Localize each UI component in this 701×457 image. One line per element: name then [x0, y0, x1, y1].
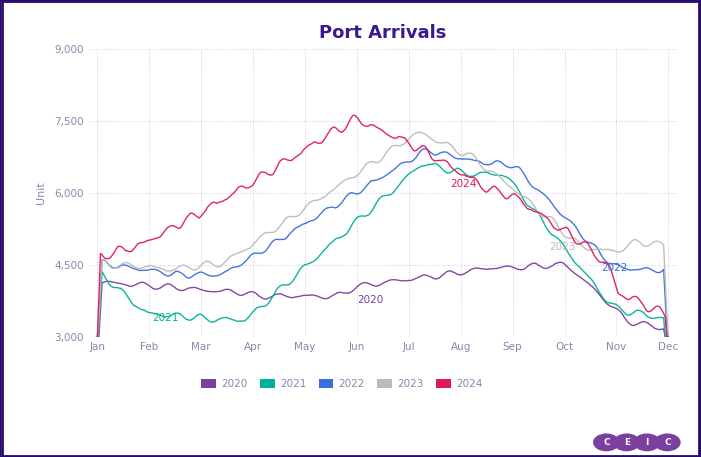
Legend: 2020, 2021, 2022, 2023, 2024: 2020, 2021, 2022, 2023, 2024 — [197, 375, 486, 393]
Text: C: C — [664, 438, 671, 447]
Text: 2022: 2022 — [601, 263, 627, 273]
Title: Port Arrivals: Port Arrivals — [319, 24, 447, 42]
Text: 2021: 2021 — [152, 313, 178, 323]
Text: 2020: 2020 — [357, 295, 383, 305]
Text: 2024: 2024 — [450, 180, 477, 190]
Text: I: I — [646, 438, 648, 447]
Y-axis label: Unit: Unit — [36, 182, 46, 204]
Text: E: E — [624, 438, 629, 447]
Text: C: C — [603, 438, 610, 447]
Text: 2023: 2023 — [549, 242, 576, 252]
